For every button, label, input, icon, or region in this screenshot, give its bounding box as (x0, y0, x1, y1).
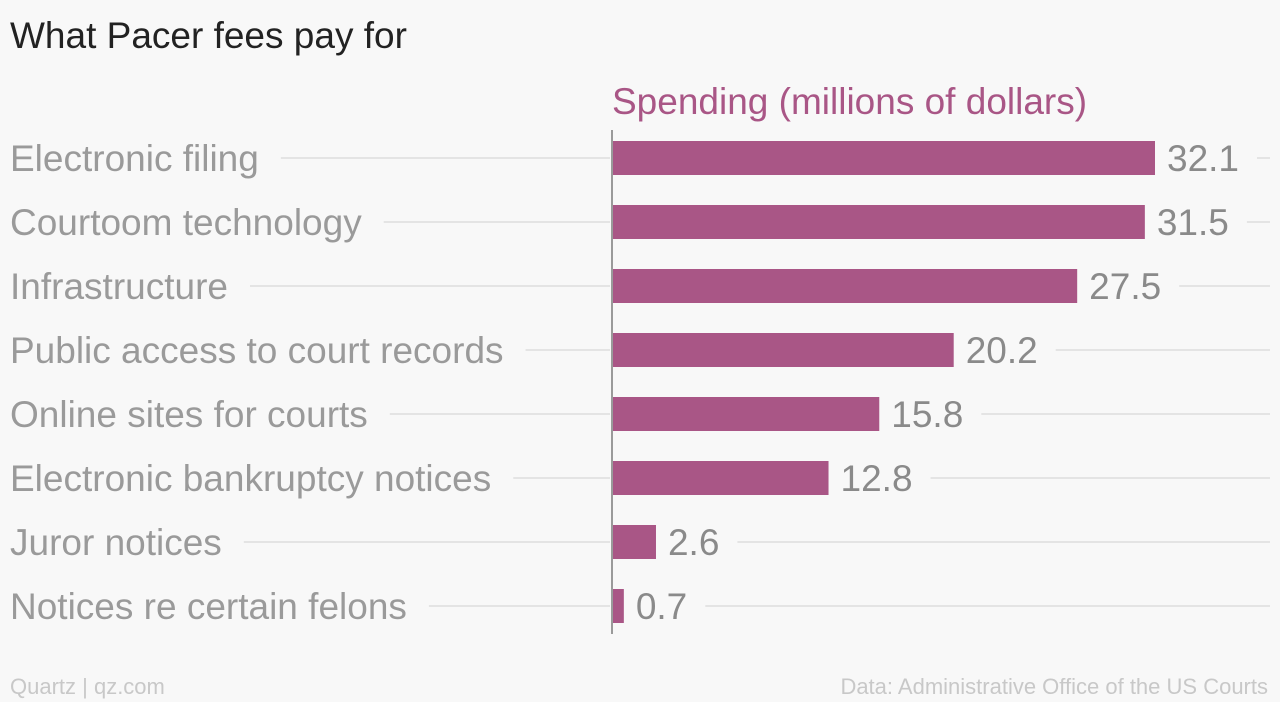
category-label: Online sites for courts (10, 394, 368, 435)
bar (612, 525, 656, 559)
category-label: Electronic filing (10, 138, 259, 179)
category-label: Juror notices (10, 522, 222, 563)
category-label: Courtoom technology (10, 202, 362, 243)
value-label: 31.5 (1157, 202, 1229, 243)
series-label: Spending (millions of dollars) (612, 81, 1088, 122)
category-label: Public access to court records (10, 330, 504, 371)
bar (612, 141, 1155, 175)
bar (612, 269, 1078, 303)
bar (612, 333, 954, 367)
value-label: 2.6 (668, 522, 719, 563)
value-label: 15.8 (891, 394, 963, 435)
value-label: 20.2 (966, 330, 1038, 371)
value-label: 12.8 (841, 458, 913, 499)
category-label: Infrastructure (10, 266, 228, 307)
footer-credit: Quartz | qz.com (10, 674, 165, 699)
bar (612, 205, 1145, 239)
bar (612, 461, 829, 495)
value-label: 32.1 (1167, 138, 1239, 179)
category-label: Electronic bankruptcy notices (10, 458, 491, 499)
footer-source: Data: Administrative Office of the US Co… (840, 674, 1268, 699)
value-label: 27.5 (1089, 266, 1161, 307)
category-label: Notices re certain felons (10, 586, 407, 627)
chart-title: What Pacer fees pay for (10, 15, 407, 56)
value-label: 0.7 (636, 586, 687, 627)
bar (612, 589, 624, 623)
bar (612, 397, 880, 431)
